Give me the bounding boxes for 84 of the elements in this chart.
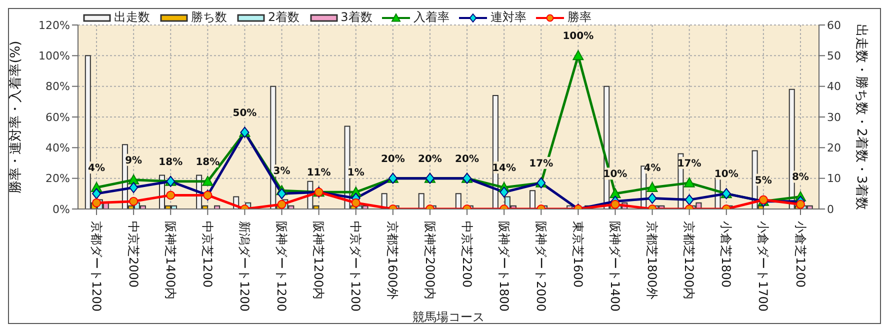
annotation: 20% bbox=[418, 154, 442, 165]
y2-tick-label: 10 bbox=[827, 172, 841, 186]
x-tick-label: 阪神ダート1400 bbox=[608, 221, 622, 312]
annotation: 50% bbox=[232, 108, 257, 119]
annotation: 9% bbox=[125, 155, 142, 166]
point bbox=[648, 192, 657, 204]
legend-label: 連対率 bbox=[490, 9, 526, 26]
x-tick-label: 阪神ダート1800 bbox=[496, 221, 511, 312]
point bbox=[572, 50, 584, 60]
x-tick-label: 中京芝2000 bbox=[126, 221, 140, 288]
x-tick-label: 京都ダート1200 bbox=[89, 221, 104, 312]
annotation: 17% bbox=[677, 158, 702, 170]
annotation: 1% bbox=[347, 168, 364, 179]
y2-axis-title: 出走数・勝ち数・2着数・3着数 bbox=[853, 24, 870, 210]
point bbox=[610, 188, 621, 198]
x-tick-label: 中京ダート1200 bbox=[348, 221, 363, 312]
annotation: 18% bbox=[196, 156, 220, 168]
annotation: 20% bbox=[455, 154, 479, 165]
point bbox=[684, 194, 694, 206]
annotation: 17% bbox=[529, 158, 554, 170]
x-tick-label: 小倉ダート1700 bbox=[756, 221, 770, 312]
y-tick-label: 100% bbox=[38, 50, 70, 63]
point bbox=[500, 186, 509, 198]
bar bbox=[455, 193, 462, 209]
y2-tick-label: 40 bbox=[827, 80, 841, 94]
point bbox=[129, 196, 138, 206]
legend-label: 2着数 bbox=[268, 9, 300, 26]
point bbox=[646, 182, 658, 192]
y2-tick-label: 0 bbox=[827, 202, 834, 216]
x-tick-label: 阪神ダート1200 bbox=[274, 221, 289, 312]
y2-tick-label: 30 bbox=[827, 110, 841, 124]
bar bbox=[418, 193, 424, 209]
y-tick-label: 120% bbox=[38, 18, 70, 32]
x-tick-label: 阪神芝1200内 bbox=[312, 221, 326, 300]
annotation: 100% bbox=[562, 31, 594, 42]
annotation: 18% bbox=[158, 156, 183, 168]
annotation: 3% bbox=[273, 166, 290, 178]
x-tick-label: 小倉芝1200 bbox=[793, 221, 808, 288]
point bbox=[351, 198, 360, 208]
y2-tick-label: 60 bbox=[827, 18, 841, 32]
y-tick-label: 80% bbox=[46, 80, 70, 94]
y2-tick-label: 20 bbox=[827, 142, 841, 155]
x-tick-label: 東京芝1600 bbox=[570, 221, 585, 288]
annotation: 4% bbox=[644, 163, 661, 174]
annotation: 4% bbox=[88, 163, 106, 174]
x-tick-label: 小倉芝1800 bbox=[719, 221, 734, 288]
annotation: 20% bbox=[380, 154, 405, 165]
y2-tick-label: 50 bbox=[827, 50, 841, 63]
point bbox=[92, 188, 102, 200]
annotation: 8% bbox=[792, 172, 809, 184]
x-tick-label: 中京芝2200 bbox=[460, 221, 474, 288]
legend-label: 出走数 bbox=[114, 9, 150, 26]
annotation: 11% bbox=[306, 168, 331, 179]
point bbox=[166, 190, 176, 200]
y-tick-label: 40% bbox=[46, 142, 70, 155]
y-tick-label: 60% bbox=[46, 110, 70, 124]
x-tick-label: 京都芝1600外 bbox=[386, 221, 400, 300]
x-tick-label: 京都芝1200内 bbox=[682, 221, 696, 300]
bar bbox=[530, 190, 536, 209]
x-tick-label: 阪神芝1400内 bbox=[163, 221, 178, 300]
point bbox=[277, 200, 286, 209]
point bbox=[129, 182, 138, 194]
annotation: 14% bbox=[492, 163, 516, 174]
x-tick-label: 中京芝1200 bbox=[200, 221, 214, 288]
y-tick-label: 20% bbox=[46, 172, 70, 186]
legend-label: 勝率 bbox=[567, 9, 592, 26]
x-tick-label: 阪神ダート2000 bbox=[534, 221, 548, 312]
x-tick-label: 京都芝1800外 bbox=[645, 221, 660, 300]
x-tick-label: 新潟ダート1200 bbox=[238, 221, 252, 312]
annotation: 5% bbox=[754, 175, 772, 186]
x-tick-label: 阪神芝2000内 bbox=[422, 221, 437, 300]
point bbox=[796, 200, 805, 209]
x-axis-title: 競馬場コース bbox=[412, 310, 484, 324]
legend-label: 3着数 bbox=[340, 9, 372, 26]
point bbox=[684, 177, 695, 188]
point bbox=[277, 188, 286, 200]
point bbox=[202, 176, 214, 186]
point bbox=[92, 198, 102, 208]
legend-label: 勝ち数 bbox=[191, 9, 227, 26]
point bbox=[610, 200, 620, 209]
legend-label: 入着率 bbox=[413, 9, 450, 26]
y-tick-label: 0% bbox=[52, 202, 70, 216]
annotation: 10% bbox=[714, 169, 738, 180]
point bbox=[128, 174, 140, 184]
